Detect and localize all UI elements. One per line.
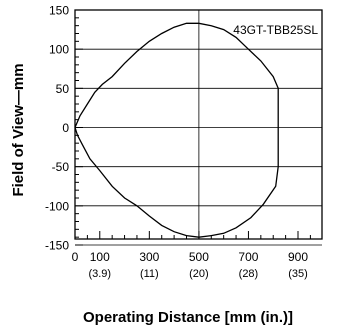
x-tick-sublabel: (35) <box>288 268 308 280</box>
x-tick-label: 300 <box>139 250 159 264</box>
y-tick-label: 50 <box>56 82 70 96</box>
y-tick-label: -100 <box>45 199 69 213</box>
y-tick-label: -150 <box>45 239 69 253</box>
x-tick-sublabel: (11) <box>140 268 159 280</box>
y-tick-label: 100 <box>49 43 69 57</box>
model-annotation: 43GT-TBB25SL <box>233 23 318 37</box>
gridlines <box>75 10 322 246</box>
y-tick-label: -50 <box>52 160 70 174</box>
x-tick-sublabel: (20) <box>189 268 209 280</box>
plot-frame <box>74 9 323 240</box>
y-axis-title: Field of View—mm <box>10 63 27 196</box>
x-tick-label: 0 <box>72 250 79 264</box>
y-tick-label: 150 <box>49 4 69 18</box>
x-tick-label: 900 <box>288 250 308 264</box>
x-tick-label: 100 <box>90 250 110 264</box>
x-tick-label: 700 <box>238 250 258 264</box>
x-tick-label: 500 <box>189 250 209 264</box>
x-tick-sublabel: (3.9) <box>88 268 111 280</box>
x-tick-sublabel: (28) <box>239 268 259 280</box>
y-tick-label: 0 <box>62 121 69 135</box>
x-axis-title: Operating Distance [mm (in.)] <box>83 309 293 326</box>
field-of-view-curve <box>74 22 279 238</box>
